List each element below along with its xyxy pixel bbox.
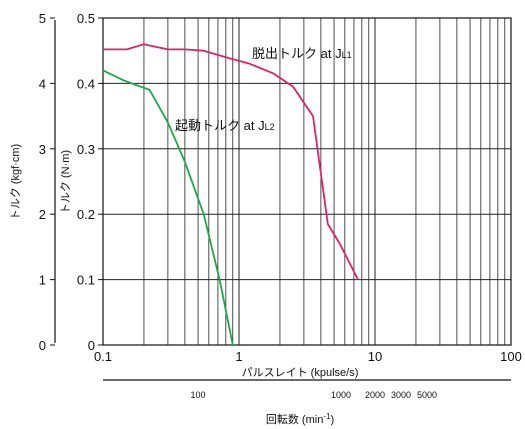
series-annotation-1: 脱出トルク at JL1 [252,46,352,61]
x-tick-label: 0.1 [94,349,112,364]
x-tick-label: 10 [368,349,382,364]
rpm-tick-label: 3000 [391,390,411,400]
series-annotation-2: 起動トルク at JL2 [175,118,275,133]
series-line-2 [102,69,234,346]
nm-tick-label: 0 [88,338,95,353]
nm-tick-label: 0.5 [77,11,95,26]
series-lines [102,43,359,346]
axes [50,17,512,381]
x-tick-label: 1 [235,349,242,364]
kgf-tick-label: 1 [39,273,46,288]
kgf-tick-label: 4 [39,76,46,91]
rpm-tick-label: 2000 [365,390,385,400]
rpm-tick-label: 5000 [417,390,437,400]
rpm-tick-label: 100 [190,390,205,400]
grid [103,18,511,345]
series-line-1 [103,43,359,281]
x-tick-label: 100 [500,349,522,364]
y-axis-label-nm: トルク (N·m) [59,150,72,214]
kgf-tick-label: 2 [39,207,46,222]
rpm-tick-label: 1000 [331,390,351,400]
nm-tick-label: 0.3 [77,142,95,157]
x-axis-label: パルスレイト (kpulse/s) [242,366,359,379]
y-axis-label-kgf: トルク (kgf·cm) [9,144,22,220]
rpm-axis-label: 回転数 (min-1) [266,412,334,427]
nm-tick-label: 0.4 [77,76,95,91]
kgf-tick-label: 0 [39,338,46,353]
plot-frame [102,17,512,346]
kgf-tick-label: 5 [39,11,46,26]
nm-tick-label: 0.1 [77,273,95,288]
kgf-tick-label: 3 [39,142,46,157]
nm-tick-label: 0.2 [77,207,95,222]
